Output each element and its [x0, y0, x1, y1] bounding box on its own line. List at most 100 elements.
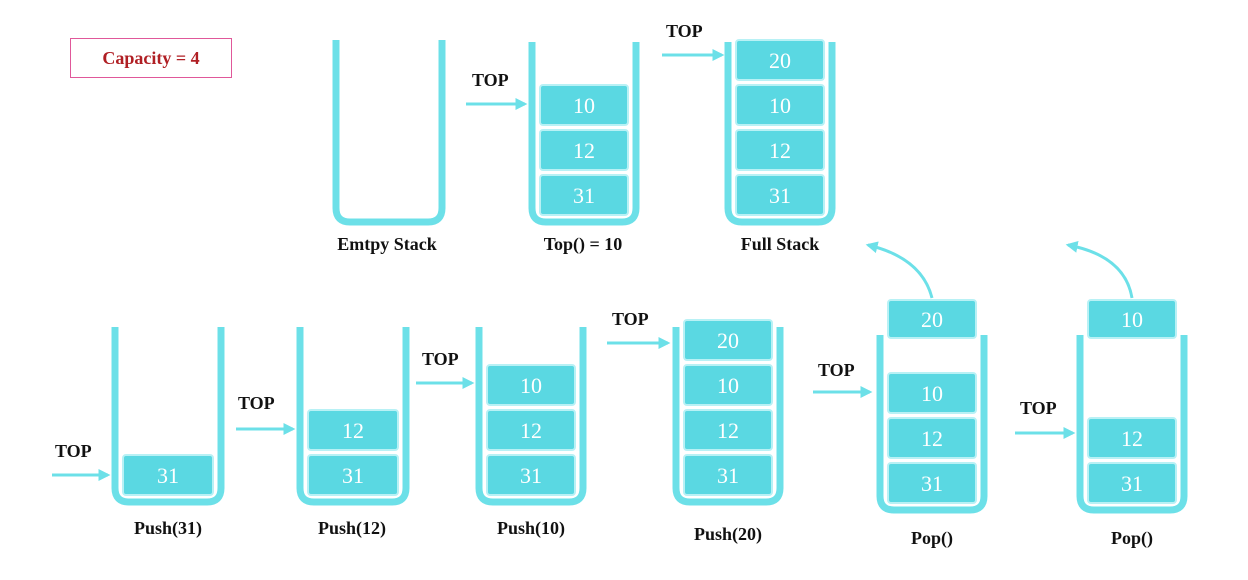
stack-cell-push12-1-box	[307, 454, 399, 496]
stack-cell-push10-2: 31	[486, 454, 576, 496]
stack-cell-push20-0-box	[683, 319, 773, 361]
popped-cell-pop2-box	[1087, 299, 1177, 339]
stack-cell-full-0-value: 20	[769, 48, 791, 73]
top-label-top: TOP	[472, 70, 509, 90]
stack-top: 10 12 31 TOP Top() = 10	[466, 42, 640, 255]
stack-cell-push10-1-box	[486, 409, 576, 451]
stack-container-full	[724, 42, 836, 226]
stack-cell-push10-0-box	[486, 364, 576, 406]
stack-cell-push31-0-value: 31	[157, 463, 179, 488]
stack-caption-push31: Push(31)	[134, 518, 202, 539]
stack-container-pop1	[876, 335, 988, 514]
top-label-push10: TOP	[422, 349, 459, 369]
stack-cell-pop1-0-value: 10	[921, 381, 943, 406]
stack-cell-pop2-1: 31	[1087, 462, 1177, 504]
pop-arrow-pop2	[1065, 240, 1134, 299]
stack-cell-full-1: 10	[735, 84, 825, 126]
stack-container-pop2	[1076, 335, 1188, 514]
stack-cell-push12-1: 31	[307, 454, 399, 496]
stack-cell-push20-2-value: 12	[717, 418, 739, 443]
stack-caption-push10: Push(10)	[497, 518, 565, 539]
stack-cell-push10-1-value: 12	[520, 418, 542, 443]
stack-caption-pop2: Pop()	[1111, 528, 1153, 549]
stack-cell-top-1-box	[539, 129, 629, 171]
stack-cell-top-1: 12	[539, 129, 629, 171]
stack-container-push20	[672, 327, 784, 506]
stack-cell-pop1-1: 12	[887, 417, 977, 459]
stack-cell-pop1-1-box	[887, 417, 977, 459]
stack-cell-top-0: 10	[539, 84, 629, 126]
stack-cell-push31-0: 31	[122, 454, 214, 496]
stack-cell-push20-0: 20	[683, 319, 773, 361]
stack-cell-pop2-0-value: 12	[1121, 426, 1143, 451]
stack-cell-push20-1: 10	[683, 364, 773, 406]
stack-container-push31	[111, 327, 225, 506]
stack-cell-push10-2-value: 31	[520, 463, 542, 488]
stack-cell-push31-0-box	[122, 454, 214, 496]
popped-cell-pop1-box	[887, 299, 977, 339]
stack-cell-full-3-box	[735, 174, 825, 216]
stack-cell-push20-2-box	[683, 409, 773, 451]
capacity-label: Capacity = 4	[70, 38, 232, 78]
stack-cell-push12-0-value: 12	[342, 418, 364, 443]
stack-cell-top-0-value: 10	[573, 93, 595, 118]
stack-empty: Emtpy Stack	[332, 40, 446, 254]
stack-cell-push10-0: 10	[486, 364, 576, 406]
stack-push12: 12 31 TOP Push(12)	[236, 327, 410, 539]
stack-cell-pop1-1-value: 12	[921, 426, 943, 451]
stack-cell-pop2-0-box	[1087, 417, 1177, 459]
top-label-push31: TOP	[55, 441, 92, 461]
popped-cell-pop1: 20	[887, 299, 977, 339]
stack-cell-full-0: 20	[735, 39, 825, 81]
stack-cell-pop2-0: 12	[1087, 417, 1177, 459]
stack-caption-push12: Push(12)	[318, 518, 386, 539]
stack-cell-push12-0-box	[307, 409, 399, 451]
stack-cell-pop1-2: 31	[887, 462, 977, 504]
stack-push20: 20 10 12 31 TOP Push(20)	[607, 309, 784, 545]
stack-pop1: 10 12 31 20 TOP Pop()	[813, 241, 988, 549]
stack-cell-full-2-value: 12	[769, 138, 791, 163]
stack-cell-full-1-box	[735, 84, 825, 126]
stack-cell-pop1-2-box	[887, 462, 977, 504]
top-label-pop1: TOP	[818, 360, 855, 380]
stack-cell-top-1-value: 12	[573, 138, 595, 163]
stack-caption-top: Top() = 10	[544, 234, 623, 255]
stack-container-push10	[475, 327, 587, 506]
pop-arrow-pop1	[865, 241, 934, 299]
stack-container-top	[528, 42, 640, 226]
stack-push10: 10 12 31 TOP Push(10)	[416, 327, 587, 539]
stack-cell-pop1-0: 10	[887, 372, 977, 414]
stack-cell-push10-0-value: 10	[520, 373, 542, 398]
stack-cell-push20-1-box	[683, 364, 773, 406]
stack-cell-push20-1-value: 10	[717, 373, 739, 398]
stack-cell-push12-0: 12	[307, 409, 399, 451]
stack-cell-full-2-box	[735, 129, 825, 171]
stack-caption-full: Full Stack	[741, 234, 820, 254]
stack-cell-push20-3-value: 31	[717, 463, 739, 488]
top-label-push12: TOP	[238, 393, 275, 413]
stack-full: 20 10 12 31 TOP Full Stack	[662, 21, 836, 254]
stack-cell-pop2-1-box	[1087, 462, 1177, 504]
stack-cell-push10-2-box	[486, 454, 576, 496]
stack-cell-full-1-value: 10	[769, 93, 791, 118]
stack-cell-pop1-2-value: 31	[921, 471, 943, 496]
stack-cell-full-2: 12	[735, 129, 825, 171]
top-label-full: TOP	[666, 21, 703, 41]
stack-cell-full-0-box	[735, 39, 825, 81]
popped-cell-pop1-value: 20	[921, 307, 943, 332]
stack-cell-full-3: 31	[735, 174, 825, 216]
stack-caption-empty: Emtpy Stack	[337, 234, 437, 254]
top-label-push20: TOP	[612, 309, 649, 329]
stack-caption-pop1: Pop()	[911, 528, 953, 549]
stack-cell-push20-2: 12	[683, 409, 773, 451]
stack-container-push12	[296, 327, 410, 506]
stack-container-empty	[332, 40, 446, 226]
stack-cell-pop1-0-box	[887, 372, 977, 414]
stack-cell-top-2-value: 31	[573, 183, 595, 208]
stack-cell-push10-1: 12	[486, 409, 576, 451]
stack-cell-full-3-value: 31	[769, 183, 791, 208]
popped-cell-pop2-value: 10	[1121, 307, 1143, 332]
stack-cell-pop2-1-value: 31	[1121, 471, 1143, 496]
stack-cell-top-2: 31	[539, 174, 629, 216]
